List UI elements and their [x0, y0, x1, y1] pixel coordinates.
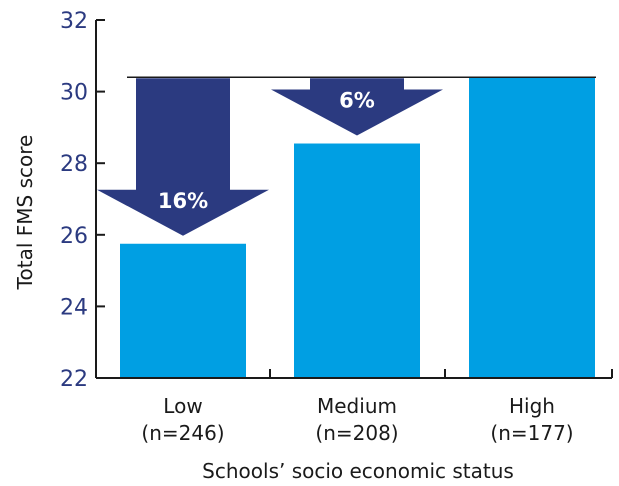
y-tick-label: 24	[60, 295, 88, 320]
arrow-low	[97, 78, 269, 236]
x-tick-label: Medium	[317, 394, 397, 418]
bar-medium	[294, 143, 420, 378]
x-tick-count-label: (n=246)	[141, 421, 224, 445]
y-axis-title: Total FMS score	[13, 135, 37, 291]
arrow-medium	[271, 78, 443, 136]
y-tick-label: 22	[60, 367, 88, 392]
y-tick-label: 32	[60, 9, 88, 34]
y-tick-label: 30	[60, 81, 88, 106]
bar-high	[469, 77, 595, 378]
arrow-label-low: 16%	[158, 189, 208, 213]
x-axis-title: Schools’ socio economic status	[202, 459, 514, 483]
x-tick-label: Low	[163, 394, 202, 418]
arrow-label-medium: 6%	[339, 89, 375, 113]
x-tick-label: High	[509, 394, 555, 418]
y-tick-label: 26	[60, 224, 88, 249]
y-tick-label: 28	[60, 152, 88, 177]
plot-area: 16% 6% 22 24 26 28 30 32 Low (n=246) Medium (n=208)…	[60, 9, 613, 445]
x-tick-count-label: (n=177)	[490, 421, 573, 445]
x-tick-count-label: (n=208)	[315, 421, 398, 445]
bar-low	[120, 243, 246, 378]
